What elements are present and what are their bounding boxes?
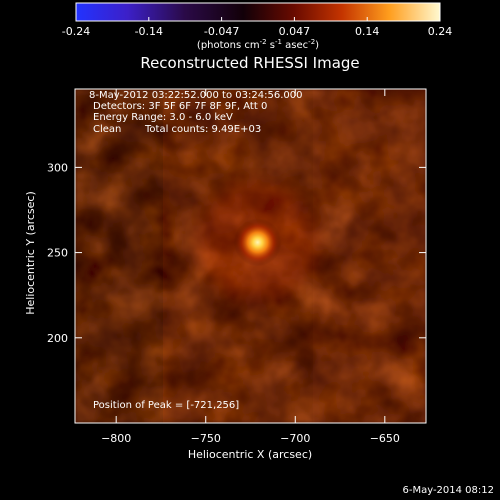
method-label: Clean <box>93 124 121 135</box>
image-frame <box>74 88 427 424</box>
y-axis-title: Heliocentric Y (arcsec) <box>24 191 37 315</box>
tone-overlay-2 <box>75 89 163 423</box>
colorbar-units: (photons cm-2 s-1 asec-2) <box>197 38 319 51</box>
image-layer-group <box>75 89 426 423</box>
y-axis: 200 250 300 <box>47 161 426 345</box>
colorbar-tick-label: 0.24 <box>428 25 453 38</box>
x-tick-label: −650 <box>370 432 400 445</box>
y-tick-label: 250 <box>47 247 68 260</box>
colorbar-tick-label: -0.14 <box>135 25 163 38</box>
plot-title: Reconstructed RHESSI Image <box>140 54 359 72</box>
x-tick-label: −750 <box>191 432 221 445</box>
annotation-block: 8-May-2012 03:22:52.000 to 03:24:56.000 … <box>89 90 302 411</box>
colorbar-tick-label: -0.047 <box>204 25 239 38</box>
peak-core <box>233 218 282 267</box>
x-tick-label: −800 <box>101 432 131 445</box>
colorbar-tick-labels: -0.24 -0.14 -0.047 0.047 0.14 0.24 <box>62 25 452 38</box>
colorbar-ticks <box>75 17 441 21</box>
colorbar-tick-label: 0.14 <box>355 25 380 38</box>
y-tick-label: 200 <box>47 332 68 345</box>
image-area <box>74 88 427 424</box>
peak-position-label: Position of Peak = [-721,256] <box>93 400 239 411</box>
colorbar-units-mid: s <box>267 40 275 51</box>
colorbar-units-after: asec <box>282 40 308 51</box>
x-axis: −800 −750 −700 −650 <box>101 89 400 445</box>
colorbar-units-prefix: (photons cm <box>197 40 260 51</box>
colorbar-tick-label: 0.047 <box>279 25 311 38</box>
x-axis-title: Heliocentric X (arcsec) <box>188 448 312 461</box>
colorbar-units-exp3: -2 <box>308 38 315 46</box>
colorbar-gradient <box>75 2 441 22</box>
time-range-label: 8-May-2012 03:22:52.000 to 03:24:56.000 <box>89 90 302 101</box>
y-tick-label: 300 <box>47 161 68 174</box>
footer-timestamp: 6-May-2014 08:12 <box>402 485 494 496</box>
colorbar: -0.24 -0.14 -0.047 0.047 0.14 0.24 (photons c… <box>62 2 452 51</box>
total-counts-label: Total counts: 9.49E+03 <box>144 124 261 135</box>
colorbar-tick-label: -0.24 <box>62 25 90 38</box>
x-tick-label: −700 <box>280 432 310 445</box>
detectors-label: Detectors: 3F 5F 6F 7F 8F 9F, Att 0 <box>93 101 267 112</box>
colorbar-units-exp2: -1 <box>275 38 282 46</box>
colorbar-units-end: ) <box>315 40 319 51</box>
energy-range-label: Energy Range: 3.0 - 6.0 keV <box>93 112 233 123</box>
colorbar-units-exp1: -2 <box>260 38 267 46</box>
tone-overlay-3 <box>313 89 426 423</box>
